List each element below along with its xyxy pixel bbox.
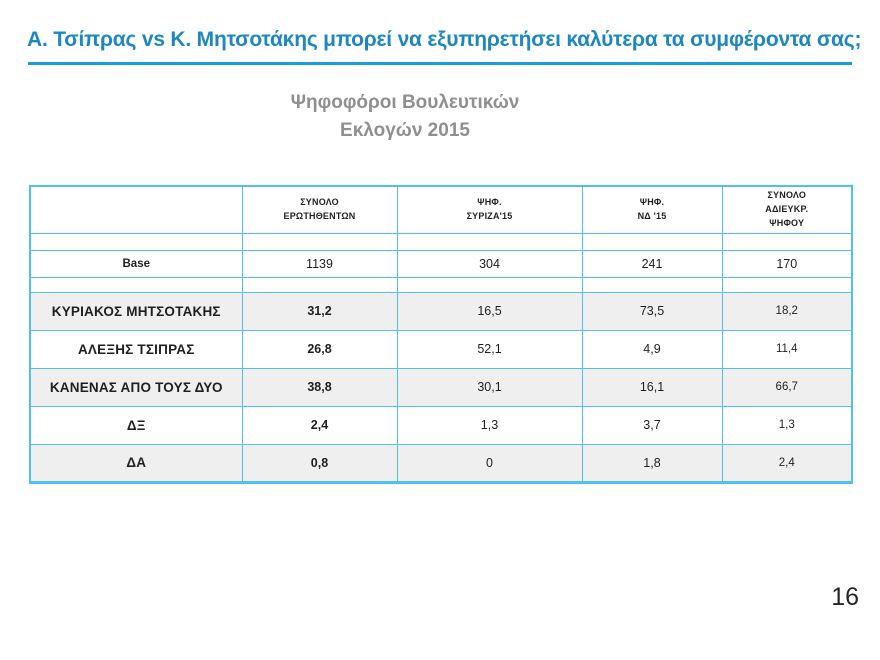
header-cell-nd15-voters: ΨΗΦ. ΝΔ '15 bbox=[581, 185, 723, 234]
spacer-row bbox=[29, 276, 853, 293]
row-value: 1,8 bbox=[581, 443, 723, 483]
row-value: 2,4 bbox=[721, 443, 853, 483]
data-row-tsipras: ΑΛΕΞΗΣ ΤΣΙΠΡΑΣ 26,8 52,1 4,9 11,4 bbox=[29, 329, 853, 369]
row-value: 31,2 bbox=[241, 291, 398, 331]
header-cell-undeclared-vote: ΣΥΝΟΛΟ ΑΔΙΕΥΚΡ. ΨΗΦΟΥ bbox=[721, 185, 853, 234]
row-value: 2,4 bbox=[241, 405, 398, 445]
row-value: 11,4 bbox=[721, 329, 853, 369]
row-label: ΑΛΕΞΗΣ ΤΣΙΠΡΑΣ bbox=[29, 329, 243, 369]
base-row: Base 1139 304 241 170 bbox=[29, 249, 853, 278]
header-cell-total-respondents: ΣΥΝΟΛΟ ΕΡΩΤΗΘΕΝΤΩΝ bbox=[241, 185, 398, 234]
row-value: 0,8 bbox=[241, 443, 398, 483]
base-value: 170 bbox=[721, 249, 853, 278]
row-label: ΚΥΡΙΑΚΟΣ ΜΗΤΣΟΤΑΚΗΣ bbox=[29, 291, 243, 331]
row-value: 18,2 bbox=[721, 291, 853, 331]
row-label: ΚΑΝΕΝΑΣ ΑΠΟ ΤΟΥΣ ΔΥΟ bbox=[29, 367, 243, 407]
row-label: ΔΑ bbox=[29, 443, 243, 483]
row-value: 66,7 bbox=[721, 367, 853, 407]
row-value: 30,1 bbox=[396, 367, 583, 407]
data-row-dont-know: ΔΞ 2,4 1,3 3,7 1,3 bbox=[29, 405, 853, 445]
row-value: 1,3 bbox=[396, 405, 583, 445]
spacer-row bbox=[29, 232, 853, 251]
header-cell-syriza15-voters: ΨΗΦ. ΣΥΡΙΖΑ'15 bbox=[396, 185, 583, 234]
page-number: 16 bbox=[831, 583, 859, 611]
slide-title: Α. Τσίπρας vs Κ. Μητσοτάκης μπορεί να εξ… bbox=[27, 28, 862, 51]
data-row-no-answer: ΔΑ 0,8 0 1,8 2,4 bbox=[29, 443, 853, 483]
row-value: 0 bbox=[396, 443, 583, 483]
row-value: 16,5 bbox=[396, 291, 583, 331]
title-underline bbox=[28, 62, 852, 65]
table-header-row: ΣΥΝΟΛΟ ΕΡΩΤΗΘΕΝΤΩΝ ΨΗΦ. ΣΥΡΙΖΑ'15 ΨΗΦ. Ν… bbox=[29, 185, 853, 234]
data-row-neither: ΚΑΝΕΝΑΣ ΑΠΟ ΤΟΥΣ ΔΥΟ 38,8 30,1 16,1 66,7 bbox=[29, 367, 853, 407]
row-label: ΔΞ bbox=[29, 405, 243, 445]
base-value: 1139 bbox=[241, 249, 398, 278]
header-cell-empty bbox=[29, 185, 243, 234]
row-value: 73,5 bbox=[581, 291, 723, 331]
row-value: 4,9 bbox=[581, 329, 723, 369]
data-row-mitsotakis: ΚΥΡΙΑΚΟΣ ΜΗΤΣΟΤΑΚΗΣ 31,2 16,5 73,5 18,2 bbox=[29, 291, 853, 331]
row-value: 1,3 bbox=[721, 405, 853, 445]
base-value: 241 bbox=[581, 249, 723, 278]
row-value: 38,8 bbox=[241, 367, 398, 407]
slide-subtitle: Ψηφοφόροι Βουλευτικών Εκλογών 2015 bbox=[290, 92, 520, 141]
base-value: 304 bbox=[396, 249, 583, 278]
row-value: 26,8 bbox=[241, 329, 398, 369]
row-value: 16,1 bbox=[581, 367, 723, 407]
results-table: ΣΥΝΟΛΟ ΕΡΩΤΗΘΕΝΤΩΝ ΨΗΦ. ΣΥΡΙΖΑ'15 ΨΗΦ. Ν… bbox=[29, 185, 853, 484]
base-label: Base bbox=[29, 249, 243, 278]
row-value: 3,7 bbox=[581, 405, 723, 445]
row-value: 52,1 bbox=[396, 329, 583, 369]
